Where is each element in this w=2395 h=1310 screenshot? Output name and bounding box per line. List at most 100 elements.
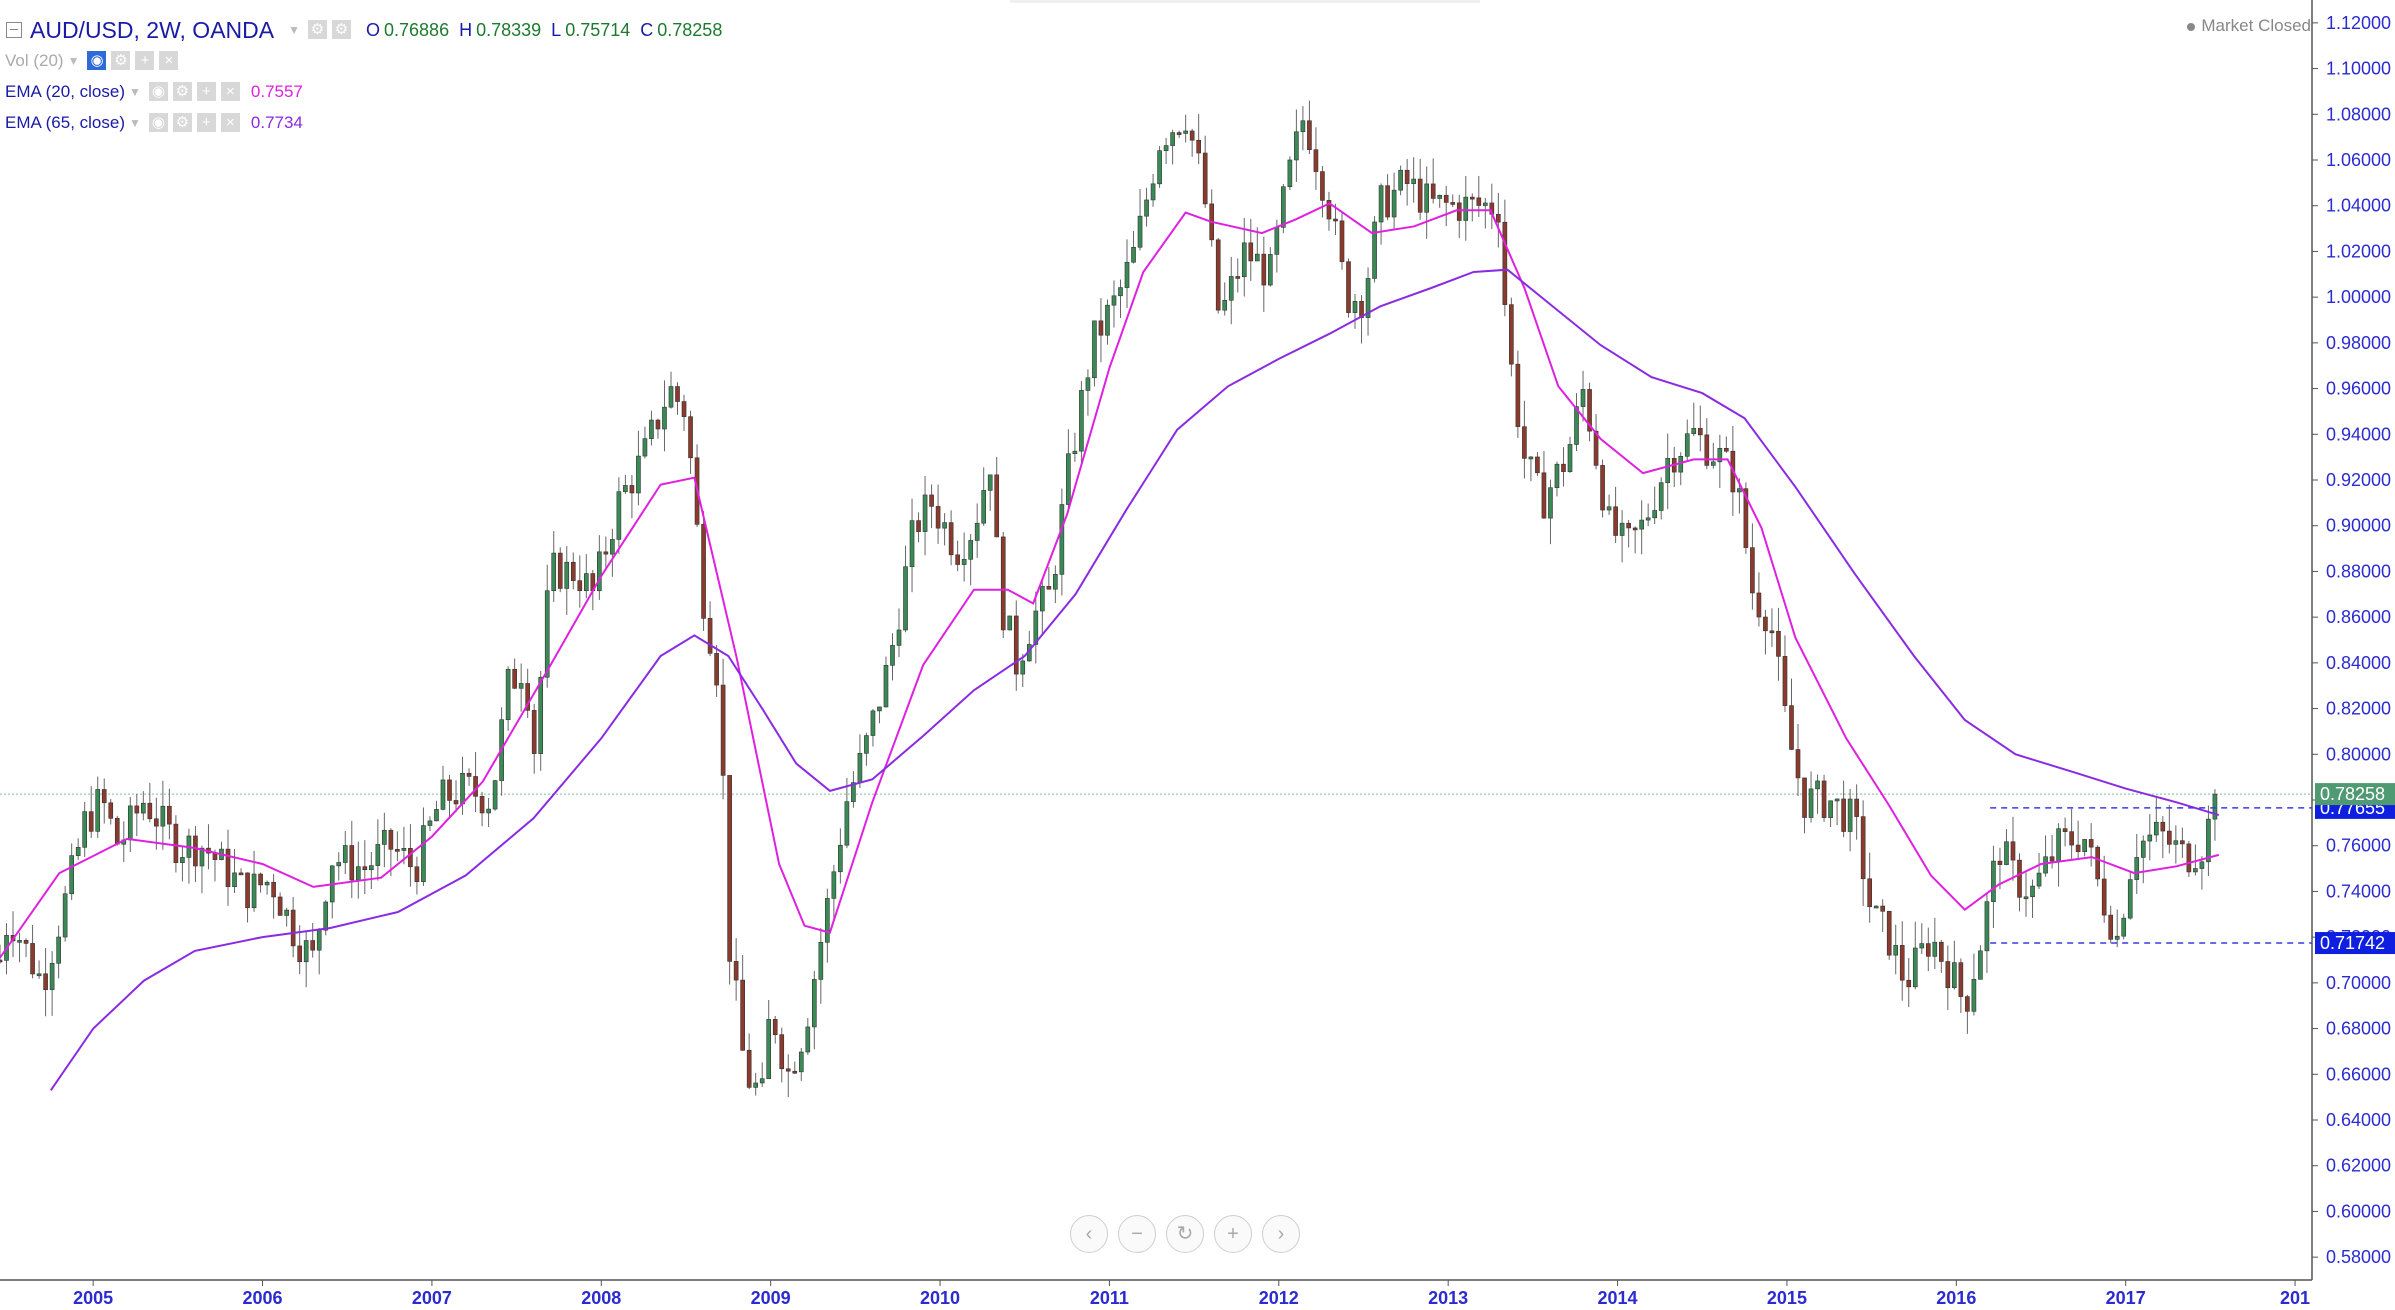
candle-bull bbox=[616, 491, 622, 540]
chevron-down-icon[interactable]: ▼ bbox=[129, 84, 141, 99]
candle-bear bbox=[1430, 183, 1436, 199]
candle-bull bbox=[62, 893, 68, 938]
candle-bull bbox=[316, 929, 322, 951]
close-value: 0.78258 bbox=[657, 19, 723, 40]
plus-icon[interactable]: + bbox=[196, 113, 216, 132]
candle-bear bbox=[277, 896, 283, 916]
candle-bear bbox=[101, 789, 107, 804]
x-tick-label: 201 bbox=[2280, 1288, 2310, 1308]
candle-bear bbox=[1456, 202, 1462, 221]
settings-icon[interactable]: ⚙ bbox=[332, 20, 351, 39]
chevron-down-icon[interactable]: ▼ bbox=[129, 115, 141, 130]
candle-bull bbox=[1072, 450, 1078, 455]
candle-bear bbox=[1743, 488, 1749, 548]
candle-bull bbox=[264, 881, 270, 886]
candle-bear bbox=[512, 668, 517, 689]
candle-bull bbox=[1372, 221, 1377, 279]
close-icon[interactable]: × bbox=[220, 113, 240, 132]
zoom-out-icon[interactable]: − bbox=[1118, 1215, 1156, 1253]
candle-bull bbox=[1463, 196, 1469, 221]
candle-bear bbox=[2069, 831, 2074, 846]
candle-bear bbox=[772, 1019, 778, 1035]
candle-bull bbox=[251, 873, 257, 909]
candle-bear bbox=[1632, 527, 1638, 531]
candle-bull bbox=[968, 540, 973, 560]
candle-bull bbox=[1183, 130, 1188, 134]
candle-bull bbox=[987, 474, 993, 491]
candle-bull bbox=[434, 809, 439, 822]
candle-bull bbox=[323, 901, 329, 931]
plus-icon[interactable]: + bbox=[135, 51, 155, 70]
candle-bear bbox=[154, 818, 159, 827]
candle-bear bbox=[681, 401, 687, 417]
candle-bull bbox=[1300, 120, 1306, 133]
candle-bull bbox=[1111, 295, 1117, 306]
chevron-left-icon[interactable]: ‹ bbox=[1070, 1215, 1108, 1253]
chart-nav-controls: ‹ − ↻ + › bbox=[1070, 1215, 1300, 1253]
indicator-label-ema65[interactable]: EMA (65, close) bbox=[5, 112, 125, 132]
candle-bull bbox=[851, 782, 856, 802]
collapse-icon[interactable] bbox=[6, 21, 22, 38]
candle-bear bbox=[238, 872, 244, 876]
candle-bear bbox=[1202, 152, 1208, 205]
chevron-down-icon[interactable]: ▼ bbox=[67, 53, 80, 68]
ema65-line bbox=[49, 268, 2220, 1091]
candle-bear bbox=[134, 805, 140, 814]
candle-bear bbox=[1906, 979, 1912, 988]
candle-bear bbox=[1261, 253, 1267, 286]
candle-bear bbox=[1189, 130, 1195, 141]
candle-bull bbox=[1365, 278, 1371, 318]
close-icon[interactable]: × bbox=[159, 51, 179, 70]
eye-icon[interactable]: ◉ bbox=[87, 51, 107, 70]
candle-bear bbox=[1769, 630, 1775, 634]
candle-bull bbox=[2199, 861, 2205, 869]
plus-icon[interactable]: + bbox=[196, 82, 216, 101]
indicator-label-vol[interactable]: Vol (20) bbox=[5, 50, 64, 70]
y-tick-label: 0.60000 bbox=[2326, 1201, 2391, 1221]
candle-bull bbox=[2140, 840, 2146, 858]
eye-icon[interactable]: ◉ bbox=[148, 82, 168, 101]
candle-bear bbox=[929, 494, 934, 507]
legend: AUD/USD, 2W, OANDA ▼ ⚙ ⚙ O 0.76886 H 0.7… bbox=[0, 14, 722, 138]
candle-bull bbox=[642, 438, 648, 457]
candle-bull bbox=[1059, 504, 1065, 575]
settings-icon[interactable]: ⚙ bbox=[111, 51, 131, 70]
settings-icon[interactable]: ⚙ bbox=[172, 82, 192, 101]
candle-bull bbox=[844, 801, 850, 846]
candle-bear bbox=[916, 520, 921, 532]
symbol-title[interactable]: AUD/USD, 2W, OANDA bbox=[30, 16, 275, 43]
candle-bull bbox=[564, 561, 570, 589]
settings-icon[interactable]: ⚙ bbox=[308, 20, 327, 39]
candle-bull bbox=[36, 973, 42, 977]
candle-bull bbox=[1424, 183, 1429, 213]
candle-bull bbox=[1952, 962, 1957, 989]
candle-bear bbox=[1346, 261, 1351, 313]
candle-bear bbox=[1925, 943, 1931, 957]
zoom-in-icon[interactable]: + bbox=[1214, 1215, 1252, 1253]
y-tick-label: 0.62000 bbox=[2326, 1156, 2391, 1176]
reset-icon[interactable]: ↻ bbox=[1166, 1215, 1204, 1253]
last-price-label: 0.78258 bbox=[2320, 784, 2385, 804]
candle-bear bbox=[193, 835, 198, 867]
candle-bull bbox=[140, 802, 146, 814]
indicator-label-ema20[interactable]: EMA (20, close) bbox=[5, 81, 125, 101]
candle-bull bbox=[1391, 189, 1397, 218]
candle-bull bbox=[303, 940, 309, 963]
eye-icon[interactable]: ◉ bbox=[148, 113, 168, 132]
candle-bear bbox=[1522, 426, 1527, 459]
candle-bear bbox=[0, 959, 3, 963]
candle-bear bbox=[727, 775, 732, 962]
close-icon[interactable]: × bbox=[220, 82, 240, 101]
settings-icon[interactable]: ⚙ bbox=[172, 113, 192, 132]
chevron-right-icon[interactable]: › bbox=[1262, 1215, 1300, 1253]
chevron-down-icon[interactable]: ▼ bbox=[288, 22, 300, 37]
candle-bull bbox=[2082, 839, 2087, 853]
candle-bear bbox=[1333, 218, 1338, 222]
close-label: C bbox=[640, 19, 654, 40]
candle-bear bbox=[2108, 914, 2114, 940]
candle-bear bbox=[479, 796, 485, 814]
candle-bear bbox=[453, 800, 459, 805]
candle-bull bbox=[805, 1026, 811, 1053]
candle-bull bbox=[903, 566, 908, 631]
